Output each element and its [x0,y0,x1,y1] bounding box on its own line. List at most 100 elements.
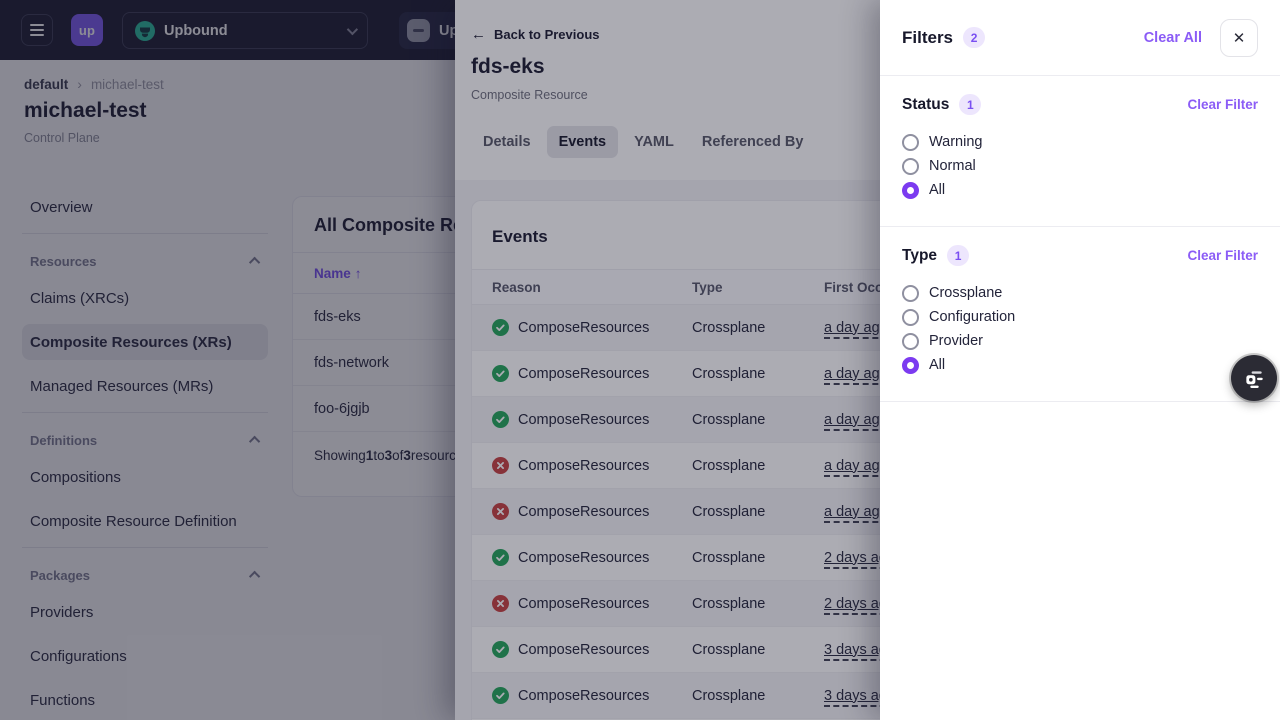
event-first-occurred[interactable]: a day ago [824,365,888,385]
filter-option-all[interactable]: All [902,353,1258,377]
filter-option-label: Warning [929,134,983,150]
sidebar-item-overview[interactable]: Overview [22,189,268,225]
footer-text: to [373,447,385,463]
event-type: Crossplane [692,365,766,382]
page-title: michael-test [24,99,147,122]
breadcrumb-parent[interactable]: default [24,76,69,92]
event-row[interactable]: ComposeResources Crossplane 2 days ago [472,535,1279,581]
event-first-occurred[interactable]: 2 days ago [824,595,895,615]
event-type-cell: Crossplane [692,688,824,704]
event-first-occurred[interactable]: 3 days ago [824,641,895,661]
event-time-cell: 2 days ago [824,549,1259,569]
filters-panel: Filters 2 Clear All ✕ Status 1 Clear Filte… [880,0,1280,720]
sidebar-item-composite-resources-xrs[interactable]: Composite Resources (XRs) [22,324,268,360]
sidebar-item-configurations[interactable]: Configurations [22,638,268,674]
event-type-cell: Crossplane [692,642,824,658]
sidebar-item-claims-xrcs[interactable]: Claims (XRCs) [22,280,268,316]
event-row[interactable]: ComposeResources Crossplane a day ago [472,351,1279,397]
event-type: Crossplane [692,319,766,336]
filter-section-header: Status 1 Clear Filter [902,94,1258,115]
radio-unselected-icon[interactable] [902,133,919,151]
sidebar-section-definitions[interactable]: Definitions [22,426,268,454]
event-first-occurred[interactable]: a day ago [824,503,888,523]
sidebar-item-compositions[interactable]: Compositions [22,459,268,495]
clear-filter-button[interactable]: Clear Filter [1187,248,1258,263]
sidebar-item-label: Configurations [30,647,127,665]
event-row[interactable]: ComposeResources Crossplane 3 days ago [472,627,1279,673]
account-avatar-icon [407,19,430,42]
event-first-occurred[interactable]: 2 days ago [824,549,895,569]
event-first-occurred[interactable]: 3 days ago [824,687,895,707]
filter-option-configuration[interactable]: Configuration [902,305,1258,329]
filter-option-label: Normal [929,158,976,174]
clear-all-button[interactable]: Clear All [1143,29,1202,46]
event-reason-cell: ComposeResources [492,503,692,520]
sidebar-section-packages[interactable]: Packages [22,561,268,589]
sidebar-section-resources[interactable]: Resources [22,247,268,275]
event-row[interactable]: ComposeResources Crossplane a day ago [472,443,1279,489]
menu-button[interactable] [21,14,53,46]
upbound-logo[interactable]: up [71,14,103,46]
tab-details[interactable]: Details [471,126,543,158]
drawer-title: fds-eks [471,55,545,78]
radio-unselected-icon[interactable] [902,157,919,175]
filter-option-crossplane[interactable]: Crossplane [902,281,1258,305]
sidebar-divider [22,547,268,548]
filters-count-badge: 2 [963,27,986,48]
tab-events[interactable]: Events [546,126,619,158]
event-first-occurred[interactable]: a day ago [824,457,888,477]
back-to-previous-link[interactable]: ← Back to Previous [471,26,600,43]
filter-option-provider[interactable]: Provider [902,329,1258,353]
sidebar-item-functions[interactable]: Functions [22,682,268,718]
event-reason: ComposeResources [518,503,650,520]
radio-selected-icon[interactable] [902,181,919,199]
filter-option-normal[interactable]: Normal [902,154,1258,178]
filter-option-all[interactable]: All [902,178,1258,202]
breadcrumb-separator-icon: › [77,76,82,92]
tab-label: Referenced By [701,134,804,150]
event-reason-cell: ComposeResources [492,595,692,612]
event-reason: ComposeResources [518,549,650,566]
clear-filter-button[interactable]: Clear Filter [1187,97,1258,112]
sidebar-section-label: Resources [30,253,97,269]
sort-ascending-icon[interactable]: ↑ [354,265,362,281]
radio-selected-icon[interactable] [902,356,919,374]
resource-name: fds-eks [314,308,361,325]
column-header-name[interactable]: Name [314,265,351,281]
sidebar-section-label: Packages [30,567,90,583]
radio-unselected-icon[interactable] [902,284,919,302]
event-type-cell: Crossplane [692,412,824,428]
tab-yaml[interactable]: YAML [622,126,686,158]
footer-text: 1 [365,447,374,463]
sidebar-section-label: Definitions [30,432,98,448]
radio-unselected-icon[interactable] [902,332,919,350]
event-time-cell: a day ago [824,503,1259,523]
control-plane-selector[interactable]: Upbound [122,12,368,49]
tab-label: Details [483,134,531,150]
event-type: Crossplane [692,595,766,612]
filter-option-label: Crossplane [929,285,1003,301]
filter-section-status: Status 1 Clear Filter Warning Normal All [880,76,1280,227]
filter-section-title: Type [902,246,938,264]
filters-toggle-button[interactable] [1231,355,1277,401]
sidebar-item-composite-resource-definition[interactable]: Composite Resource Definition [22,503,268,539]
tab-referenced-by[interactable]: Referenced By [690,126,816,158]
control-plane-selector-label: Upbound [164,22,228,39]
event-first-occurred[interactable]: a day ago [824,319,888,339]
filter-count-badge: 1 [947,245,970,266]
close-button[interactable]: ✕ [1220,18,1258,57]
event-type-cell: Crossplane [692,504,824,520]
event-reason: ComposeResources [518,641,650,658]
radio-unselected-icon[interactable] [902,308,919,326]
sidebar-item-label: Composite Resource Definition [30,512,237,530]
resource-name: foo-6jgjb [314,400,370,417]
sidebar-item-providers[interactable]: Providers [22,594,268,630]
event-type-cell: Crossplane [692,596,824,612]
event-reason-cell: ComposeResources [492,687,692,704]
success-check-icon [492,365,509,382]
event-first-occurred[interactable]: a day ago [824,411,888,431]
filter-option-warning[interactable]: Warning [902,130,1258,154]
filter-options: Warning Normal All [902,130,1258,202]
sidebar-item-managed-resources-mrs[interactable]: Managed Resources (MRs) [22,368,268,404]
event-time-cell: 2 days ago [824,595,1259,615]
